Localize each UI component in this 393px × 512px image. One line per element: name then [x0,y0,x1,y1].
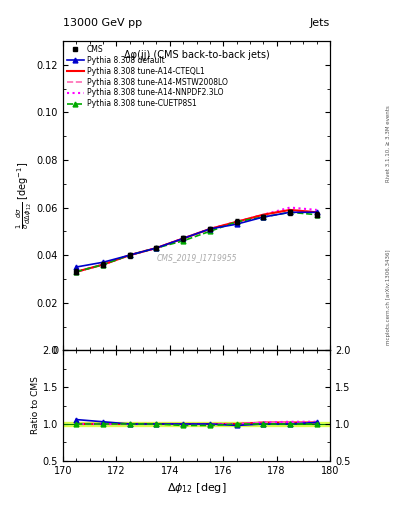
Pythia 8.308 default [127,252,132,258]
Pythia 8.308 tune-CUETP8S1 [101,262,105,268]
Pythia 8.308 default [181,236,185,242]
Legend: CMS, Pythia 8.308 default, Pythia 8.308 tune-A14-CTEQL1, Pythia 8.308 tune-A14-M: CMS, Pythia 8.308 default, Pythia 8.308 … [65,43,229,110]
Line: Pythia 8.308 tune-CUETP8S1: Pythia 8.308 tune-CUETP8S1 [74,210,319,274]
Pythia 8.308 tune-A14-CTEQL1 [288,207,292,213]
Y-axis label: $\frac{1}{\sigma}\frac{d\sigma}{d\Delta\phi_{12}}$ [deg$^{-1}$]: $\frac{1}{\sigma}\frac{d\sigma}{d\Delta\… [15,162,34,229]
Pythia 8.308 tune-CUETP8S1 [74,269,79,275]
Pythia 8.308 tune-A14-MSTW2008LO [234,219,239,225]
Pythia 8.308 tune-A14-MSTW2008LO [288,207,292,213]
Pythia 8.308 tune-A14-CTEQL1 [154,245,159,251]
Pythia 8.308 tune-A14-NNPDF2.3LO [234,219,239,225]
Pythia 8.308 tune-A14-NNPDF2.3LO [127,252,132,258]
Text: Jets: Jets [310,18,330,28]
Pythia 8.308 default [74,264,79,270]
Pythia 8.308 tune-CUETP8S1 [288,209,292,216]
Pythia 8.308 tune-A14-NNPDF2.3LO [208,226,212,232]
Bar [63,422,330,426]
Pythia 8.308 tune-A14-MSTW2008LO [154,245,159,251]
Pythia 8.308 tune-CUETP8S1 [154,245,159,251]
Line: Pythia 8.308 tune-A14-CTEQL1: Pythia 8.308 tune-A14-CTEQL1 [76,210,317,272]
Pythia 8.308 tune-CUETP8S1 [314,211,319,218]
Pythia 8.308 tune-A14-NNPDF2.3LO [261,211,266,218]
Text: CMS_2019_I1719955: CMS_2019_I1719955 [156,253,237,262]
Line: Pythia 8.308 default: Pythia 8.308 default [74,210,319,269]
Text: Δφ(jj) (CMS back-to-back jets): Δφ(jj) (CMS back-to-back jets) [124,50,269,60]
Pythia 8.308 default [314,209,319,216]
Pythia 8.308 tune-A14-CTEQL1 [181,236,185,242]
Pythia 8.308 tune-A14-CTEQL1 [234,219,239,225]
Pythia 8.308 tune-A14-MSTW2008LO [127,252,132,258]
Pythia 8.308 tune-A14-NNPDF2.3LO [314,207,319,213]
Pythia 8.308 tune-CUETP8S1 [234,219,239,225]
Y-axis label: Ratio to CMS: Ratio to CMS [31,377,40,435]
Pythia 8.308 tune-A14-CTEQL1 [74,269,79,275]
Pythia 8.308 tune-CUETP8S1 [208,228,212,234]
Pythia 8.308 tune-A14-NNPDF2.3LO [101,262,105,268]
Pythia 8.308 tune-CUETP8S1 [261,214,266,220]
Pythia 8.308 tune-A14-NNPDF2.3LO [288,204,292,210]
Text: 13000 GeV pp: 13000 GeV pp [63,18,142,28]
Pythia 8.308 tune-A14-NNPDF2.3LO [154,245,159,251]
X-axis label: $\Delta\phi_{12}$ [deg]: $\Delta\phi_{12}$ [deg] [167,481,226,495]
Pythia 8.308 tune-A14-CTEQL1 [208,226,212,232]
Pythia 8.308 tune-A14-MSTW2008LO [314,209,319,216]
Line: Pythia 8.308 tune-A14-MSTW2008LO: Pythia 8.308 tune-A14-MSTW2008LO [76,210,317,272]
Pythia 8.308 tune-A14-CTEQL1 [101,262,105,268]
Pythia 8.308 tune-A14-MSTW2008LO [208,226,212,232]
Pythia 8.308 tune-A14-MSTW2008LO [261,211,266,218]
Pythia 8.308 tune-A14-NNPDF2.3LO [181,236,185,242]
Pythia 8.308 default [208,226,212,232]
Pythia 8.308 default [154,245,159,251]
Pythia 8.308 default [288,209,292,216]
Pythia 8.308 tune-CUETP8S1 [181,238,185,244]
Pythia 8.308 default [261,214,266,220]
Pythia 8.308 tune-A14-MSTW2008LO [181,236,185,242]
Line: Pythia 8.308 tune-A14-NNPDF2.3LO: Pythia 8.308 tune-A14-NNPDF2.3LO [76,207,317,272]
Pythia 8.308 default [101,259,105,265]
Pythia 8.308 tune-A14-MSTW2008LO [101,262,105,268]
Text: Rivet 3.1.10, ≥ 3.3M events: Rivet 3.1.10, ≥ 3.3M events [386,105,391,182]
Pythia 8.308 tune-CUETP8S1 [127,252,132,258]
Pythia 8.308 tune-A14-CTEQL1 [261,211,266,218]
Pythia 8.308 tune-A14-CTEQL1 [127,252,132,258]
Pythia 8.308 default [234,221,239,227]
Pythia 8.308 tune-A14-CTEQL1 [314,209,319,216]
Text: mcplots.cern.ch [arXiv:1306.3436]: mcplots.cern.ch [arXiv:1306.3436] [386,249,391,345]
Pythia 8.308 tune-A14-NNPDF2.3LO [74,269,79,275]
Pythia 8.308 tune-A14-MSTW2008LO [74,269,79,275]
